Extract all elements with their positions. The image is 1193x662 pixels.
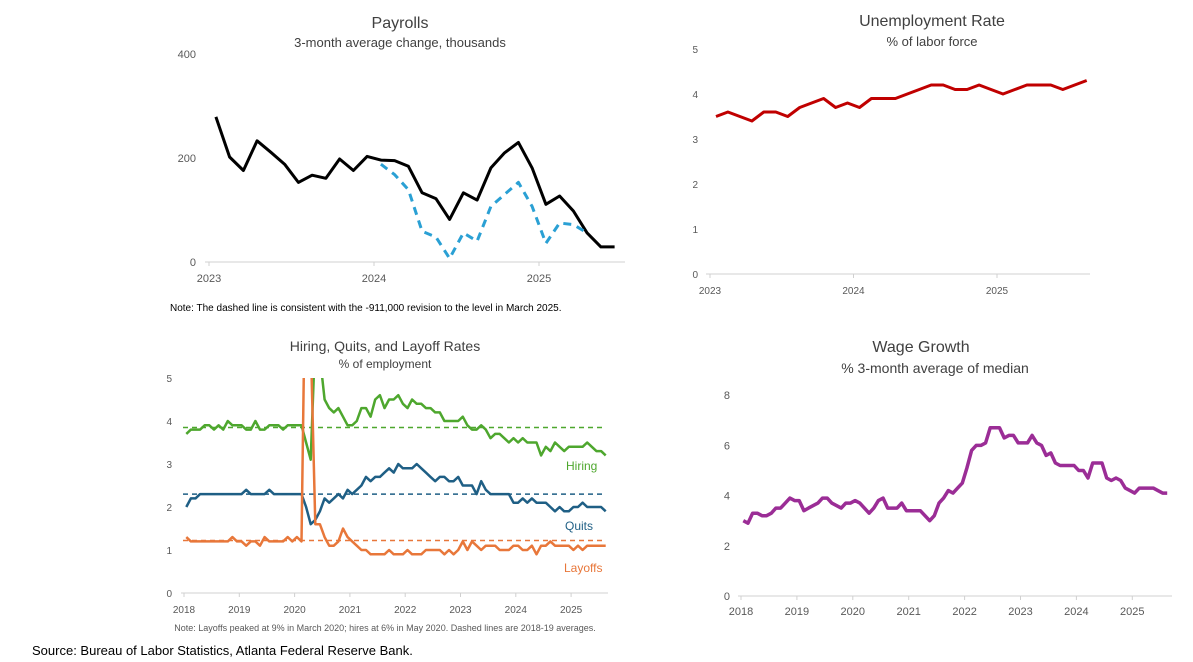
unemployment-chart: Unemployment Rate % of labor force — [859, 13, 1005, 49]
x-tick-label: 2025 — [527, 273, 551, 285]
chart-title: Wage Growth — [872, 339, 969, 356]
y-tick-label: 6 — [724, 440, 730, 452]
x-tick-label: 2023 — [1008, 606, 1032, 618]
x-tick-label: 2018 — [729, 606, 753, 618]
chart-title: Hiring, Quits, and Layoff Rates — [290, 338, 480, 354]
series-line-layoffs — [185, 378, 606, 556]
x-tick-label: 2019 — [228, 605, 251, 616]
series-line-0 — [742, 426, 1168, 525]
x-tick-label: 2024 — [842, 286, 865, 297]
y-tick-label: 2 — [166, 503, 172, 514]
chart-subtitle: % 3-month average of median — [841, 360, 1029, 376]
y-tick-label: 2 — [724, 541, 730, 553]
y-tick-label: 3 — [692, 135, 698, 146]
jolts-chart: Hiring, Quits, and Layoff Rates % of emp… — [174, 338, 602, 633]
y-tick-label: 0 — [692, 270, 698, 281]
y-tick-label: 8 — [724, 390, 730, 402]
legend-label-layoffs: Layoffs — [564, 561, 602, 575]
y-tick-label: 0 — [166, 589, 172, 600]
chart-note: Note: Layoffs peaked at 9% in March 2020… — [174, 623, 596, 633]
y-tick-label: 0 — [190, 257, 196, 269]
y-tick-label: 1 — [166, 546, 172, 557]
y-tick-label: 5 — [166, 374, 172, 385]
source-note: Source: Bureau of Labor Statistics, Atla… — [32, 643, 413, 658]
x-tick-label: 2025 — [1120, 606, 1144, 618]
series-line-hiring — [185, 378, 607, 461]
payrolls-chart: Payrolls 3-month average change, thousan… — [170, 15, 562, 314]
x-tick-label: 2022 — [394, 605, 417, 616]
x-tick-label: 2025 — [986, 286, 1009, 297]
y-tick-label: 4 — [166, 417, 172, 428]
x-tick-label: 2023 — [699, 286, 722, 297]
x-tick-label: 2024 — [362, 273, 386, 285]
x-tick-label: 2018 — [173, 605, 196, 616]
series-line-0 — [214, 116, 615, 249]
x-tick-label: 2023 — [449, 605, 472, 616]
wage-growth-chart: Wage Growth % 3-month average of median — [841, 339, 1029, 376]
x-tick-label: 2025 — [560, 605, 583, 616]
x-tick-label: 2023 — [197, 273, 221, 285]
x-tick-label: 2021 — [896, 606, 920, 618]
y-tick-label: 0 — [724, 591, 730, 603]
series-line-1 — [379, 163, 588, 260]
y-tick-label: 400 — [178, 49, 196, 61]
y-tick-label: 1 — [692, 225, 698, 236]
x-tick-label: 2020 — [841, 606, 865, 618]
legend-label-quits: Quits — [565, 519, 593, 533]
y-tick-label: 5 — [692, 45, 698, 56]
y-tick-label: 200 — [178, 153, 196, 165]
chart-subtitle: % of labor force — [886, 34, 977, 49]
chart-subtitle: % of employment — [339, 357, 432, 371]
x-tick-label: 2019 — [785, 606, 809, 618]
y-tick-label: 4 — [724, 491, 730, 503]
x-tick-label: 2022 — [952, 606, 976, 618]
series-line-0 — [715, 79, 1088, 123]
x-tick-label: 2020 — [283, 605, 306, 616]
y-tick-label: 3 — [166, 460, 172, 471]
x-tick-label: 2024 — [1064, 606, 1088, 618]
y-tick-label: 2 — [692, 180, 698, 191]
chart-title: Unemployment Rate — [859, 13, 1005, 30]
legend-label-hiring: Hiring — [566, 459, 597, 473]
x-tick-label: 2024 — [505, 605, 528, 616]
y-tick-label: 4 — [692, 90, 698, 101]
chart-subtitle: 3-month average change, thousands — [294, 35, 506, 50]
x-tick-label: 2021 — [339, 605, 362, 616]
chart-note: Note: The dashed line is consistent with… — [170, 303, 562, 314]
chart-title: Payrolls — [372, 15, 429, 32]
